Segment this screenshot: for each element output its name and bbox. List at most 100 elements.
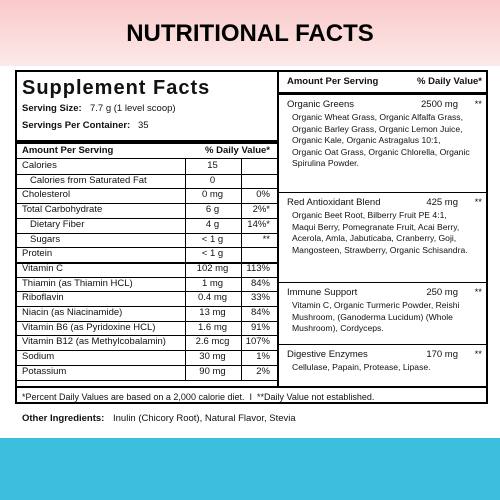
nutrient-amount: 13 mg bbox=[199, 307, 226, 318]
blend-ingredients: Cellulase, Papain, Protease, Lipase. bbox=[292, 362, 431, 372]
rule bbox=[17, 140, 277, 144]
rule bbox=[17, 203, 277, 204]
rule bbox=[17, 217, 277, 219]
blend-name: Immune Support bbox=[287, 287, 358, 298]
nutrient-amount: 1.6 mg bbox=[197, 321, 228, 333]
blend-ingredients: Vitamin C, Organic Turmeric Powder, Reis… bbox=[292, 300, 460, 333]
blend-ingredients: Organic Wheat Grass, Organic Alfalfa Gra… bbox=[292, 112, 470, 168]
blend-dv: ** bbox=[474, 287, 482, 298]
rule bbox=[17, 261, 277, 264]
nutrient-dv: 2% bbox=[256, 365, 270, 377]
table-header: Amount Per Serving bbox=[22, 145, 114, 156]
nutrient-name: Sodium bbox=[22, 351, 55, 363]
nutrient-dv: 113% bbox=[246, 262, 270, 274]
blend-amount: 170 mg bbox=[426, 349, 458, 360]
other-ingredients: Inulin (Chicory Root), Natural Flavor, S… bbox=[113, 413, 296, 424]
nutrient-amount: 90 mg bbox=[199, 365, 226, 377]
rule bbox=[17, 173, 277, 175]
nutrient-dv: 91% bbox=[250, 321, 270, 333]
nutrient-name: Vitamin C bbox=[22, 262, 64, 274]
blend-amount: 250 mg bbox=[426, 287, 458, 298]
nutrient-name: Riboflavin bbox=[22, 292, 64, 304]
nutrient-dv: 84% bbox=[250, 277, 270, 289]
nutrient-name: Vitamin B12 (as Methylcobalamin) bbox=[22, 336, 166, 348]
rule bbox=[17, 364, 277, 366]
nutrient-name: Calories bbox=[22, 160, 57, 171]
nutrient-name: Thiamin (as Thiamin HCL) bbox=[22, 277, 133, 289]
nutrient-name: Sugars bbox=[30, 233, 61, 245]
nutrient-dv: 84% bbox=[250, 307, 270, 318]
top-band bbox=[0, 0, 500, 66]
rule bbox=[17, 276, 277, 278]
blend-amount: 425 mg bbox=[426, 197, 458, 208]
nutrient-dv: ** bbox=[262, 233, 270, 245]
rule bbox=[17, 306, 277, 307]
nutrient-amount: 30 mg bbox=[199, 351, 226, 363]
nutrient-amount: 2.6 mcg bbox=[195, 336, 230, 348]
nutrient-amount: 6 g bbox=[205, 204, 220, 216]
rule bbox=[17, 188, 277, 190]
blend-dv: ** bbox=[474, 99, 482, 110]
nutrient-dv: 0% bbox=[256, 189, 270, 201]
other-label: Other Ingredients: bbox=[22, 413, 105, 424]
blend-header: % Daily Value* bbox=[417, 76, 482, 87]
blend-name: Red Antioxidant Blend bbox=[287, 197, 381, 208]
table-header: % Daily Value* bbox=[205, 145, 270, 156]
nutrient-dv: 1% bbox=[256, 351, 270, 363]
nutrient-amount: 0 bbox=[209, 174, 216, 186]
serving-size: 7.7 g (1 level scoop) bbox=[90, 103, 176, 114]
servings-label: Servings Per Container: bbox=[22, 120, 131, 131]
rule bbox=[17, 320, 277, 322]
rule bbox=[278, 282, 486, 283]
rule bbox=[17, 247, 277, 248]
rule bbox=[17, 158, 277, 159]
nutrient-amount: < 1 g bbox=[201, 248, 224, 260]
rule bbox=[278, 192, 486, 193]
rule bbox=[278, 92, 486, 95]
rule bbox=[185, 158, 186, 380]
page-title: NUTRITIONAL FACTS bbox=[126, 20, 374, 47]
nutrient-amount: 4 g bbox=[205, 218, 220, 230]
nutrient-dv: 33% bbox=[250, 292, 270, 304]
rule bbox=[241, 158, 242, 380]
blend-amount: 2500 mg bbox=[421, 99, 458, 110]
nutrient-amount: 0.4 mg bbox=[197, 292, 228, 304]
rule bbox=[278, 344, 486, 345]
nutrient-amount: 0 mg bbox=[201, 189, 224, 201]
nutrient-amount: 102 mg bbox=[196, 262, 229, 274]
blend-dv: ** bbox=[474, 197, 482, 208]
nutrient-name: Niacin (as Niacinamide) bbox=[22, 307, 123, 318]
blend-name: Organic Greens bbox=[287, 99, 355, 110]
serving-size-label: Serving Size: bbox=[22, 103, 82, 114]
blend-dv: ** bbox=[474, 349, 482, 360]
rule bbox=[17, 386, 486, 388]
blend-ingredients: Organic Beet Root, Bilberry Fruit PE 4:1… bbox=[292, 210, 468, 255]
footnote: *Percent Daily Values are based on a 2,0… bbox=[22, 392, 375, 402]
nutrient-name: Protein bbox=[22, 248, 53, 260]
nutrient-dv: 14%* bbox=[247, 218, 270, 230]
servings: 35 bbox=[138, 120, 149, 131]
rule bbox=[17, 379, 277, 381]
nutrient-amount: < 1 g bbox=[201, 233, 224, 245]
blend-header: Amount Per Serving bbox=[287, 76, 379, 87]
nutrient-name: Dietary Fiber bbox=[30, 218, 85, 230]
nutrient-amount: 1 mg bbox=[201, 277, 224, 289]
rule bbox=[17, 350, 277, 351]
bottom-band bbox=[0, 438, 500, 500]
nutrient-dv: 2%* bbox=[252, 204, 270, 216]
rule bbox=[17, 232, 277, 234]
rule bbox=[17, 335, 277, 337]
label-box bbox=[15, 70, 488, 404]
nutrient-amount: 15 bbox=[207, 160, 218, 171]
rule bbox=[17, 291, 277, 292]
rule bbox=[277, 72, 279, 388]
nutrient-dv: 107% bbox=[245, 336, 270, 348]
nutrient-name: Total Carbohydrate bbox=[22, 204, 103, 216]
nutrient-name: Calories from Saturated Fat bbox=[30, 174, 147, 186]
nutrient-name: Vitamin B6 (as Pyridoxine HCL) bbox=[22, 321, 156, 333]
facts-title: Supplement Facts bbox=[22, 77, 211, 99]
blend-name: Digestive Enzymes bbox=[287, 349, 368, 360]
nutrient-name: Potassium bbox=[22, 365, 67, 377]
nutrient-name: Cholesterol bbox=[22, 189, 71, 201]
